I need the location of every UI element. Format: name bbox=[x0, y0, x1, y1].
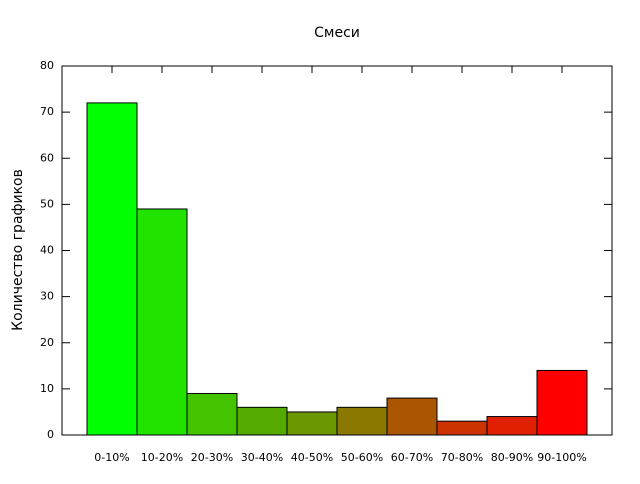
bar bbox=[536, 369, 588, 436]
y-tick-label: 50 bbox=[40, 197, 54, 210]
y-tick-label: 80 bbox=[40, 59, 54, 72]
bar bbox=[86, 102, 138, 436]
y-tick-label: 40 bbox=[40, 244, 54, 257]
x-tick-label: 10-20% bbox=[141, 451, 183, 464]
x-tick-label: 70-80% bbox=[441, 451, 483, 464]
bar bbox=[186, 392, 238, 436]
y-tick-label: 0 bbox=[47, 428, 54, 441]
x-tick-label: 20-30% bbox=[191, 451, 233, 464]
bar bbox=[436, 420, 488, 436]
x-tick-label: 90-100% bbox=[537, 451, 586, 464]
bar bbox=[236, 406, 288, 436]
chart-title: Смеси bbox=[314, 25, 360, 41]
bar bbox=[336, 406, 388, 436]
y-tick-label: 70 bbox=[40, 105, 54, 118]
y-tick-label: 10 bbox=[40, 382, 54, 395]
x-tick-label: 50-60% bbox=[341, 451, 383, 464]
x-tick-label: 40-50% bbox=[291, 451, 333, 464]
x-tick-label: 60-70% bbox=[391, 451, 433, 464]
y-tick-label: 30 bbox=[40, 290, 54, 303]
x-tick-label: 0-10% bbox=[94, 451, 129, 464]
bar bbox=[286, 411, 338, 436]
x-tick-label: 80-90% bbox=[491, 451, 533, 464]
bar bbox=[136, 208, 188, 436]
y-axis-label: Количество графиков bbox=[10, 169, 26, 331]
bar bbox=[386, 397, 438, 436]
bar bbox=[486, 416, 538, 436]
plot-frame bbox=[61, 65, 613, 436]
x-tick-label: 30-40% bbox=[241, 451, 283, 464]
y-tick-label: 60 bbox=[40, 151, 54, 164]
y-tick-label: 20 bbox=[40, 336, 54, 349]
